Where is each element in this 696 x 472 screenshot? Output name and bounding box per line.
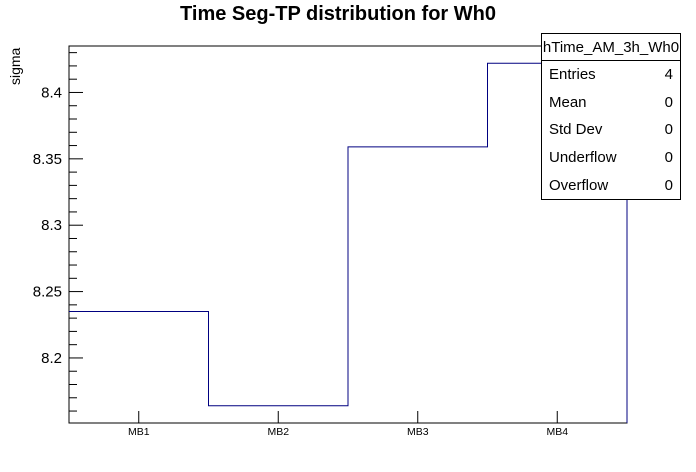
stat-value: 0 xyxy=(664,93,673,111)
stat-value: 4 xyxy=(664,66,673,84)
x-tick-label: MB4 xyxy=(546,426,568,438)
stats-row-underflow: Underflow 0 xyxy=(542,144,680,172)
stat-label: Std Dev xyxy=(549,121,603,139)
y-tick-label: 8.25 xyxy=(33,284,62,301)
stat-label: Overflow xyxy=(549,176,609,194)
stats-row-stddev: Std Dev 0 xyxy=(542,116,680,144)
stats-row-mean: Mean 0 xyxy=(542,89,680,117)
stats-row-overflow: Overflow 0 xyxy=(542,171,680,199)
y-tick-label: 8.4 xyxy=(41,84,62,101)
stat-value: 0 xyxy=(664,149,673,167)
stats-row-entries: Entries 4 xyxy=(542,61,680,89)
x-tick-label: MB3 xyxy=(407,426,429,438)
x-tick-label: MB2 xyxy=(267,426,289,438)
y-tick-label: 8.35 xyxy=(33,151,62,168)
stat-label: Underflow xyxy=(549,149,617,167)
stat-label: Mean xyxy=(549,93,587,111)
stats-box: hTime_AM_3h_Wh0 Entries 4 Mean 0 Std Dev… xyxy=(541,33,681,200)
y-tick-label: 8.2 xyxy=(41,350,62,367)
stats-box-title: hTime_AM_3h_Wh0 xyxy=(542,34,680,61)
stat-label: Entries xyxy=(549,66,596,84)
stat-value: 0 xyxy=(664,121,673,139)
x-tick-label: MB1 xyxy=(128,426,150,438)
stat-value: 0 xyxy=(664,176,673,194)
chart-title: Time Seg-TP distribution for Wh0 xyxy=(180,3,496,25)
y-tick-label: 8.3 xyxy=(41,217,62,234)
